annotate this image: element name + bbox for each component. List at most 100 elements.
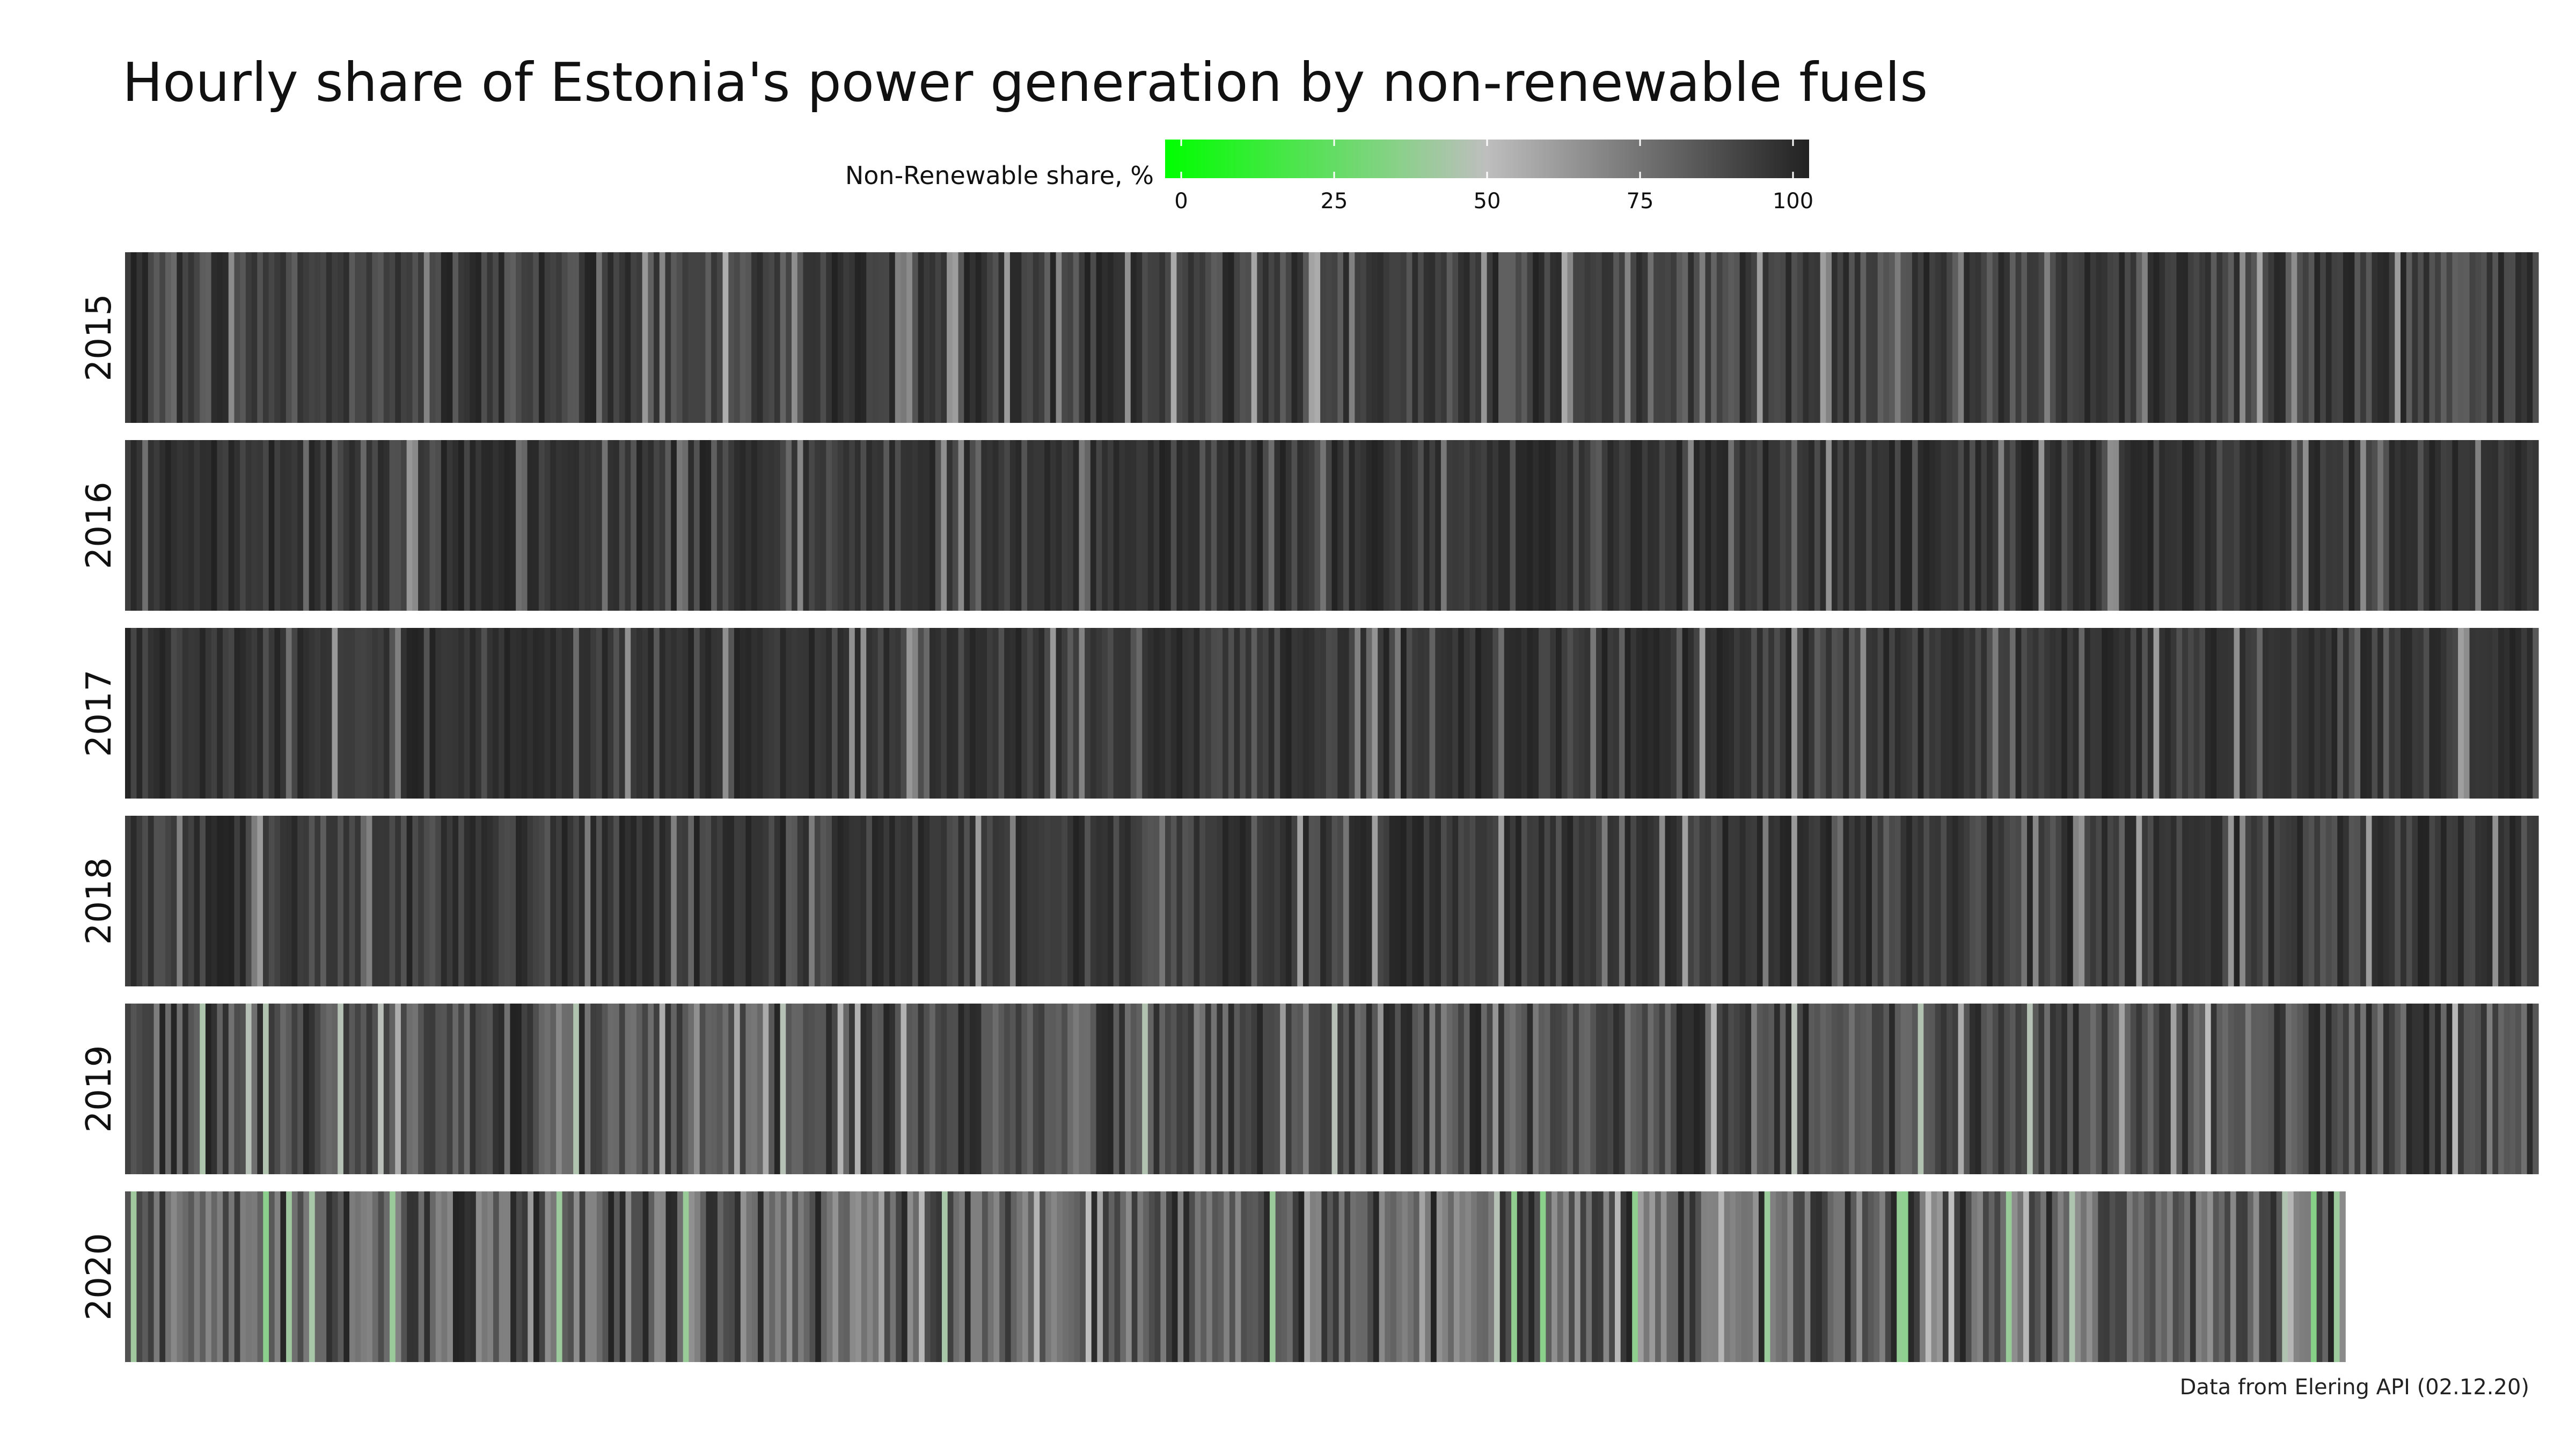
heatmap-cell [608,816,614,986]
heatmap-cell [406,1004,413,1174]
heatmap-cell [2079,628,2085,799]
heatmap-cell [682,816,689,986]
heatmap-cell [2406,816,2413,986]
heatmap-cell [1894,440,1901,611]
heatmap-cell [1613,628,1620,799]
heatmap-cell [1998,1004,2004,1174]
heatmap-cell [1245,440,1252,611]
heatmap-cell [395,816,401,986]
heatmap-cell [2102,1004,2108,1174]
heatmap-cell [1331,252,1338,423]
heatmap-cell [2079,440,2085,611]
heatmap-cell [1108,1191,1115,1362]
heatmap-cell [1469,816,1476,986]
heatmap-cell [613,440,620,611]
heatmap-cell [533,252,539,423]
heatmap-cell [206,1191,212,1362]
heatmap-cell [234,628,240,799]
heatmap-cell [1034,1191,1040,1362]
heatmap-cell [987,1004,993,1174]
heatmap-cell [935,816,942,986]
heatmap-cell [2446,1004,2453,1174]
heatmap-cell [1073,440,1079,611]
heatmap-cell [2328,1191,2334,1362]
heatmap-cell [1688,1004,1694,1174]
heatmap-cell [688,816,694,986]
heatmap-cell [2504,1004,2511,1174]
heatmap-cell [498,1004,505,1174]
heatmap-cell [1027,440,1034,611]
heatmap-cell [406,252,413,423]
heatmap-cell [1498,816,1505,986]
heatmap-cell [130,628,137,799]
heatmap-cell [1544,1004,1550,1174]
heatmap-cell [1027,816,1034,986]
heatmap-cell [2107,628,2114,799]
heatmap-cell [700,1191,707,1362]
heatmap-cell [1366,1004,1373,1174]
heatmap-cell [716,1004,723,1174]
heatmap-cell [2015,1004,2022,1174]
heatmap-cell [2236,1191,2242,1362]
heatmap-cell [1038,252,1045,423]
heatmap-cell [682,440,689,611]
heatmap-cell [786,1004,792,1174]
heatmap-cell [1510,252,1516,423]
heatmap-cell [2257,816,2263,986]
heatmap-cell [683,1191,689,1362]
heatmap-cell [2498,628,2505,799]
heatmap-cell [659,440,666,611]
heatmap-cell [303,1191,310,1362]
heatmap-cell [1378,252,1384,423]
heatmap-cell [177,252,183,423]
heatmap-cell [2270,1191,2277,1362]
heatmap-cell [268,1191,275,1362]
heatmap-cell [1682,252,1688,423]
heatmap-cell [1028,1191,1035,1362]
heatmap-cell [1592,1191,1598,1362]
heatmap-cell [2055,440,2062,611]
heatmap-cell [2023,1191,2030,1362]
heatmap-cell [372,816,378,986]
heatmap-cell [1734,252,1740,423]
heatmap-cell [1902,1191,1909,1362]
heatmap-cell [1263,816,1269,986]
heatmap-cell [153,628,160,799]
heatmap-cell [2044,1004,2051,1174]
heatmap-cell [1223,628,1229,799]
heatmap-cell [188,1191,195,1362]
heatmap-cell [1199,252,1206,423]
heatmap-cell [877,816,884,986]
heatmap-cell [596,252,603,423]
heatmap-cell [1791,252,1798,423]
heatmap-cell [1619,1004,1626,1174]
heatmap-cell [1728,252,1735,423]
heatmap-cell [245,628,252,799]
heatmap-cell [2199,1004,2206,1174]
heatmap-cell [2102,628,2108,799]
heatmap-cell [1194,1004,1200,1174]
heatmap-cell [625,816,631,986]
heatmap-cell [619,1004,626,1174]
heatmap-cell [1821,1191,1828,1362]
heatmap-cell [1182,628,1189,799]
heatmap-cell [2268,252,2275,423]
heatmap-cell [1728,1004,1735,1174]
heatmap-cell [481,252,488,423]
heatmap-cell [1504,628,1511,799]
heatmap-cell [343,1191,350,1362]
heatmap-cell [1849,440,1855,611]
heatmap-cell [1308,252,1315,423]
heatmap-cell [579,252,586,423]
heatmap-cell [320,252,327,423]
heatmap-cell [1552,1191,1558,1362]
heatmap-cell [1257,816,1263,986]
heatmap-cell [499,1191,506,1362]
heatmap-cell [1671,440,1677,611]
heatmap-cell [849,252,855,423]
heatmap-cell [200,252,206,423]
heatmap-cell [1372,628,1378,799]
heatmap-cell [2017,1191,2024,1362]
heatmap-cell [1285,1004,1292,1174]
heatmap-cell [338,1004,344,1174]
